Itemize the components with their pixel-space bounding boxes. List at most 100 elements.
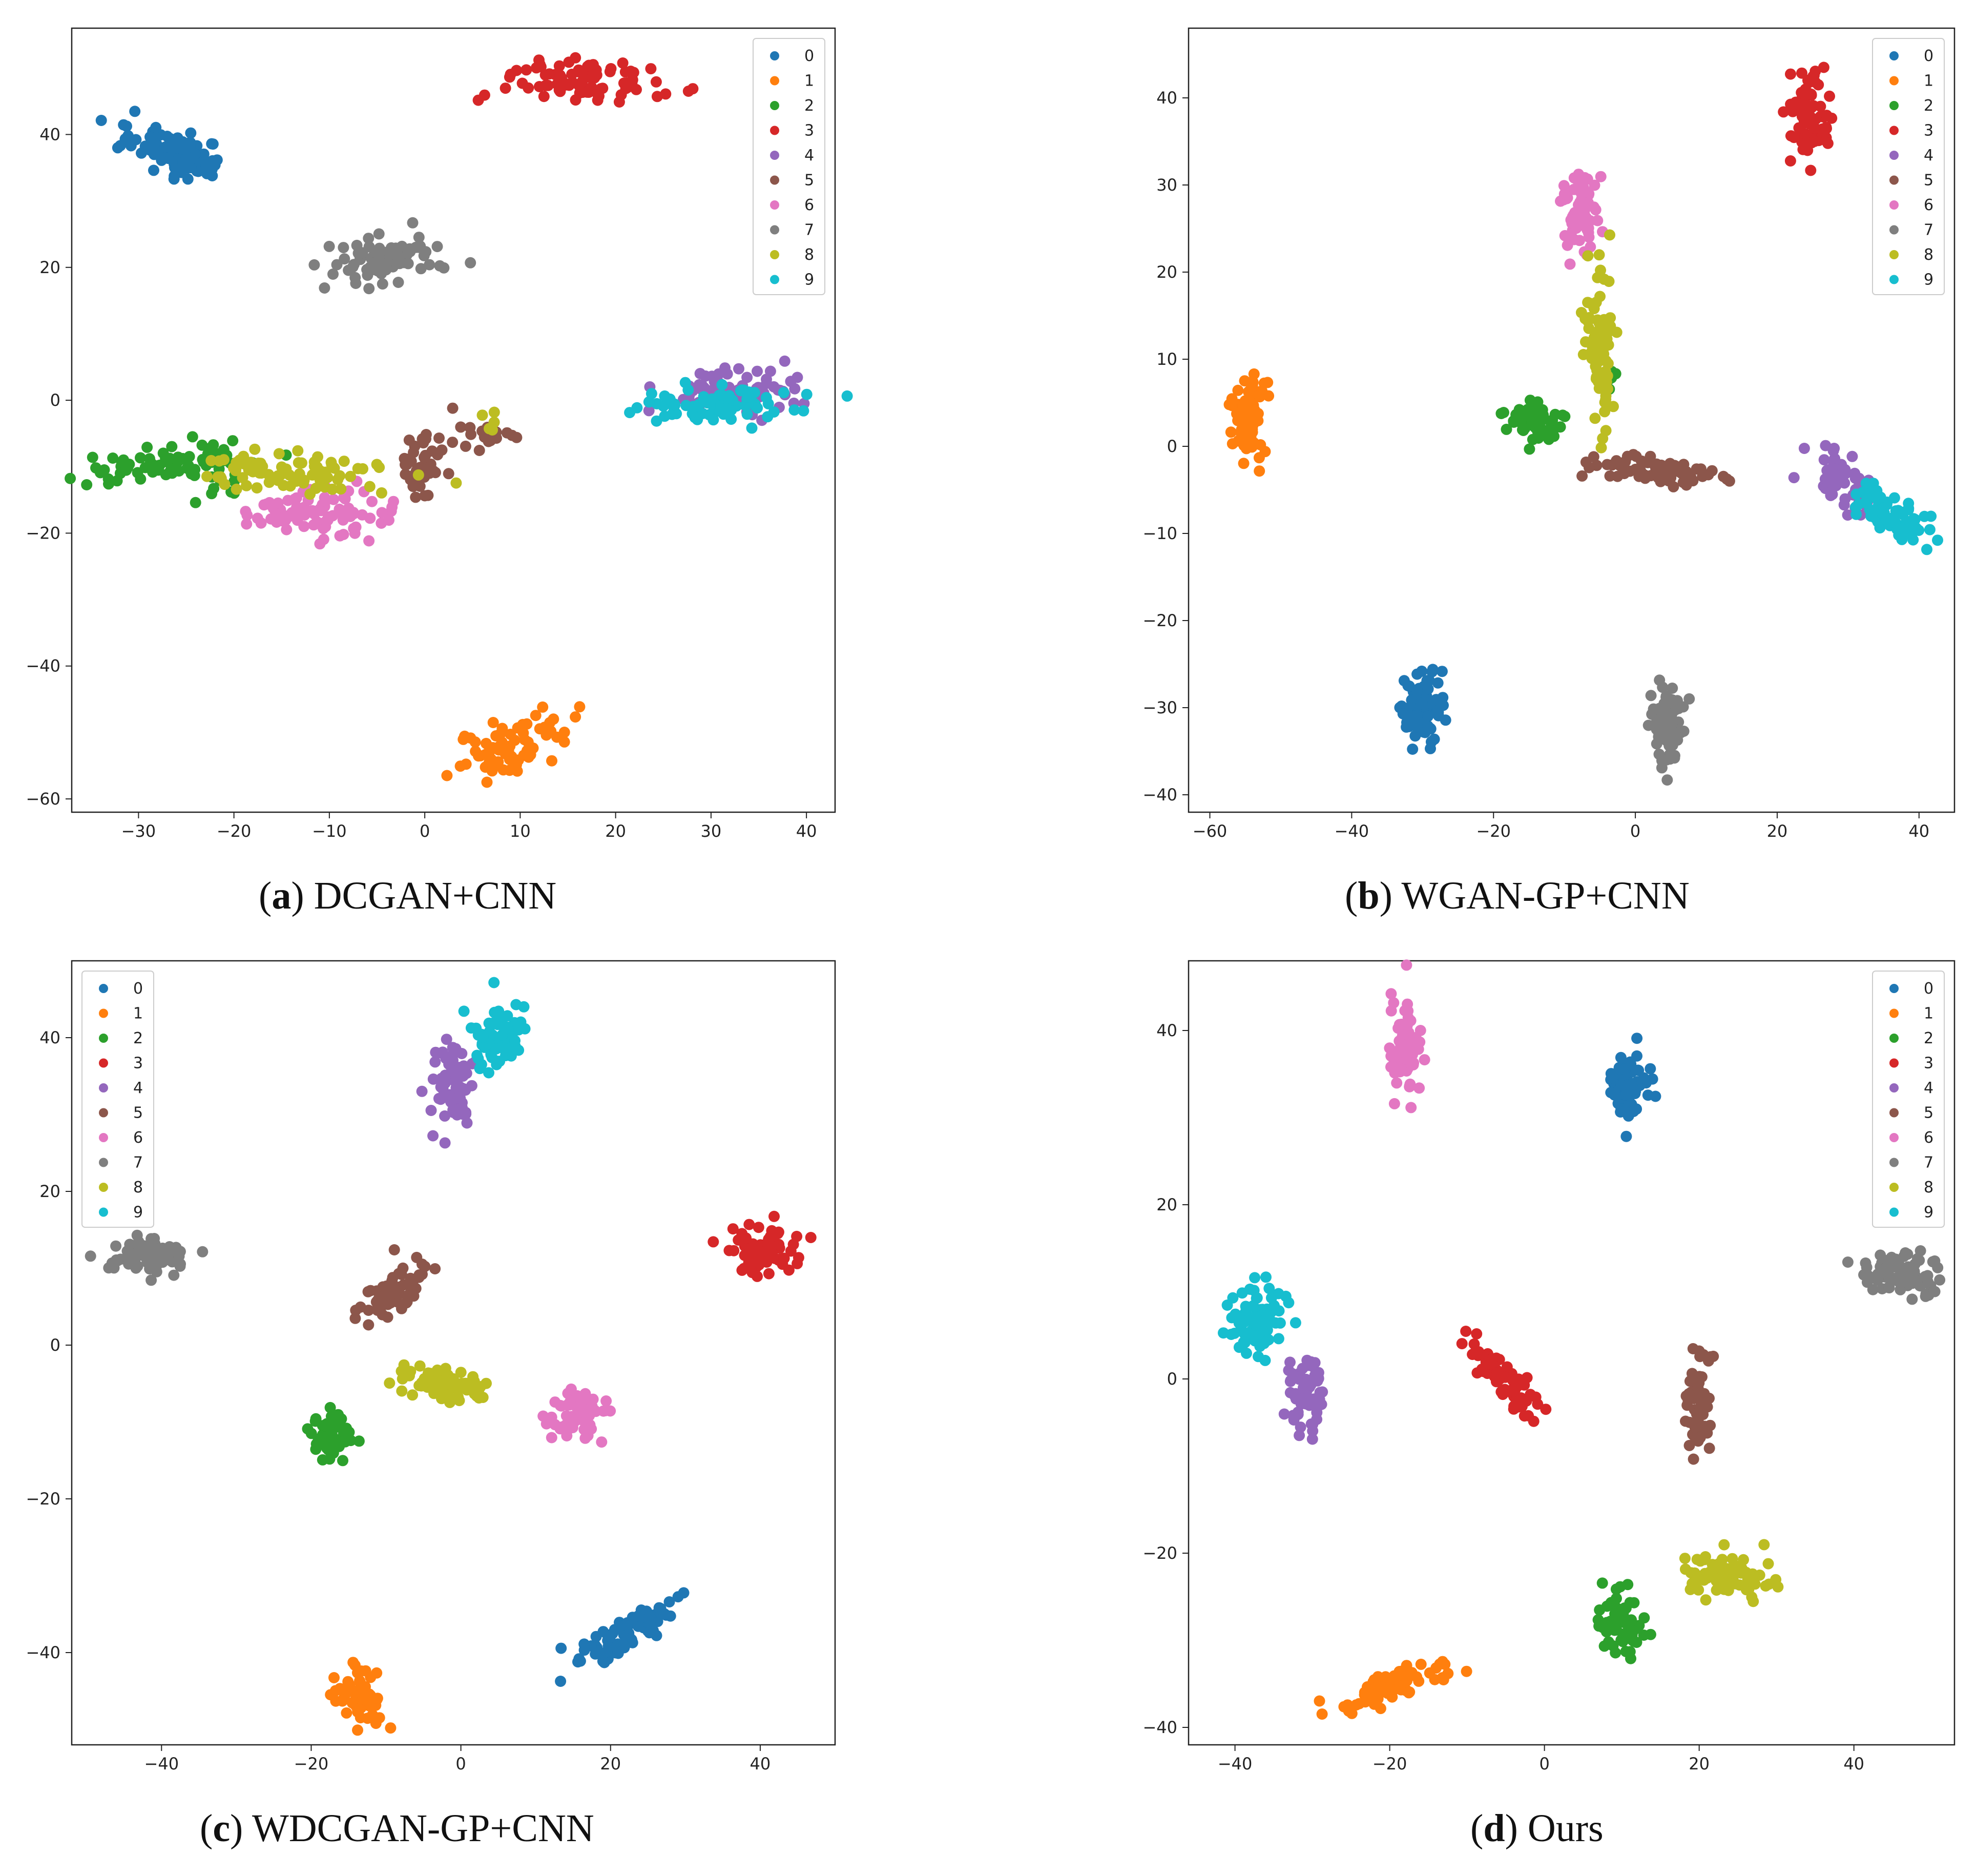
point-class-1 bbox=[1375, 1703, 1386, 1715]
point-class-9 bbox=[1241, 1347, 1252, 1359]
point-class-2 bbox=[1645, 1628, 1656, 1640]
point-class-7 bbox=[1654, 674, 1666, 686]
point-class-3 bbox=[1807, 71, 1819, 83]
point-class-0 bbox=[1638, 1072, 1650, 1084]
point-class-9 bbox=[841, 390, 853, 402]
point-class-3 bbox=[752, 1270, 763, 1282]
point-class-3 bbox=[1521, 1372, 1533, 1384]
point-class-2 bbox=[327, 1432, 339, 1444]
point-class-8 bbox=[473, 1384, 485, 1395]
point-class-7 bbox=[124, 1239, 136, 1250]
point-class-0 bbox=[609, 1624, 620, 1636]
point-class-2 bbox=[132, 467, 143, 479]
legend-label-3: 3 bbox=[133, 1055, 143, 1073]
point-class-1 bbox=[1231, 408, 1242, 420]
point-class-9 bbox=[472, 1053, 484, 1064]
legend-marker-6 bbox=[770, 200, 779, 210]
point-class-5 bbox=[1668, 481, 1679, 492]
point-class-8 bbox=[453, 1395, 465, 1407]
point-class-2 bbox=[1513, 404, 1525, 416]
point-class-2 bbox=[1598, 1640, 1610, 1652]
point-class-3 bbox=[1496, 1385, 1508, 1397]
point-class-4 bbox=[1313, 1367, 1324, 1378]
point-class-8 bbox=[1687, 1578, 1698, 1590]
legend-label-2: 2 bbox=[1924, 1029, 1933, 1047]
point-class-3 bbox=[588, 69, 599, 80]
x-tick-label: 40 bbox=[1843, 1754, 1864, 1774]
point-class-9 bbox=[1862, 489, 1874, 500]
point-class-6 bbox=[383, 514, 394, 526]
point-class-0 bbox=[172, 132, 183, 144]
point-class-8 bbox=[234, 455, 245, 466]
point-class-4 bbox=[1788, 472, 1800, 484]
point-class-1 bbox=[457, 733, 469, 745]
point-class-9 bbox=[501, 1044, 512, 1056]
y-tick-label: −40 bbox=[1142, 1718, 1177, 1737]
point-class-6 bbox=[537, 1410, 549, 1422]
point-class-1 bbox=[1354, 1698, 1365, 1709]
point-class-9 bbox=[472, 1029, 484, 1041]
legend: 0 1 2 3 4 5 6 7 8 9 bbox=[1872, 971, 1945, 1228]
point-class-3 bbox=[538, 91, 550, 102]
legend-label-8: 8 bbox=[804, 246, 814, 264]
point-class-6 bbox=[1557, 194, 1569, 205]
point-class-4 bbox=[1842, 509, 1854, 521]
point-class-4 bbox=[1849, 467, 1861, 479]
point-class-6 bbox=[569, 1414, 581, 1426]
point-class-1 bbox=[1226, 438, 1238, 449]
point-class-8 bbox=[488, 406, 500, 418]
point-class-7 bbox=[1929, 1286, 1941, 1297]
point-class-8 bbox=[1592, 347, 1604, 359]
point-class-0 bbox=[1631, 1033, 1643, 1044]
point-class-0 bbox=[1615, 1106, 1627, 1118]
point-class-0 bbox=[655, 1603, 667, 1615]
caption-d: (d) Ours bbox=[1470, 1807, 1604, 1850]
point-class-3 bbox=[625, 66, 637, 77]
point-class-4 bbox=[1820, 440, 1832, 451]
point-class-5 bbox=[1588, 451, 1599, 463]
point-class-3 bbox=[791, 1230, 803, 1242]
point-class-4 bbox=[1284, 1356, 1296, 1368]
point-class-2 bbox=[167, 467, 178, 479]
point-class-0 bbox=[1419, 727, 1431, 738]
point-class-1 bbox=[1361, 1691, 1373, 1703]
point-class-1 bbox=[517, 718, 529, 730]
point-class-6 bbox=[600, 1395, 612, 1407]
point-class-4 bbox=[451, 1109, 463, 1121]
point-class-7 bbox=[308, 259, 320, 271]
x-tick-label: −20 bbox=[217, 821, 252, 841]
point-class-5 bbox=[1696, 1371, 1708, 1383]
point-class-5 bbox=[422, 489, 434, 501]
point-class-5 bbox=[413, 1269, 425, 1281]
point-class-9 bbox=[798, 405, 809, 417]
point-class-9 bbox=[1897, 523, 1908, 534]
point-class-1 bbox=[352, 1724, 363, 1736]
point-class-7 bbox=[131, 1229, 143, 1241]
point-class-7 bbox=[1894, 1260, 1906, 1272]
legend-label-4: 4 bbox=[804, 147, 814, 164]
points-layer bbox=[85, 977, 817, 1736]
point-class-2 bbox=[181, 462, 193, 474]
point-class-0 bbox=[125, 140, 137, 152]
point-class-6 bbox=[318, 533, 329, 545]
point-class-9 bbox=[496, 1029, 508, 1041]
point-class-0 bbox=[171, 142, 183, 154]
point-class-9 bbox=[458, 1005, 470, 1017]
point-class-5 bbox=[1669, 460, 1680, 471]
point-class-6 bbox=[264, 497, 276, 508]
point-class-8 bbox=[467, 1371, 479, 1383]
point-class-5 bbox=[447, 437, 459, 448]
point-class-2 bbox=[1511, 416, 1523, 427]
caption-letter: b bbox=[1358, 874, 1380, 917]
point-class-6 bbox=[345, 510, 356, 522]
legend-marker-2 bbox=[1889, 1034, 1899, 1043]
point-class-7 bbox=[380, 258, 392, 270]
legend-marker-9 bbox=[99, 1207, 108, 1217]
point-class-0 bbox=[150, 121, 162, 133]
point-class-8 bbox=[1689, 1567, 1700, 1579]
point-class-6 bbox=[241, 518, 253, 530]
point-class-8 bbox=[436, 1386, 448, 1397]
point-class-7 bbox=[438, 262, 450, 274]
point-class-6 bbox=[338, 529, 349, 540]
point-class-9 bbox=[646, 388, 657, 400]
